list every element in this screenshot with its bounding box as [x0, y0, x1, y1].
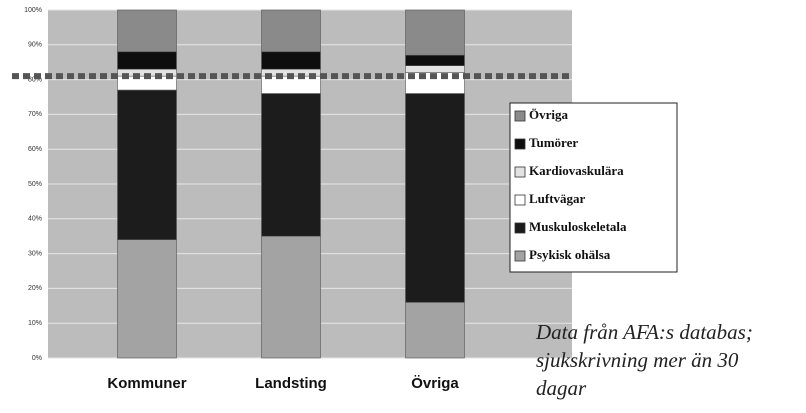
annotation: sjukskrivning mer än 30	[536, 348, 739, 372]
y-tick-label: 90%	[28, 42, 42, 49]
legend-swatch	[514, 110, 526, 122]
x-tick-label: Kommuner	[107, 375, 186, 392]
legend-label: Kardiovaskulära	[529, 163, 624, 178]
bar-segment	[117, 239, 177, 359]
y-tick-label: 0%	[32, 355, 42, 362]
y-tick-label: 30%	[28, 250, 42, 257]
y-tick-label: 20%	[28, 285, 42, 292]
legend-label: Psykisk ohälsa	[529, 247, 611, 262]
bar-segment	[405, 302, 465, 359]
bar-segment	[405, 9, 465, 56]
legend-label: Luftvägar	[529, 191, 586, 206]
y-tick-label: 50%	[28, 181, 42, 188]
y-tick-label: 80%	[28, 76, 42, 83]
legend-box	[509, 102, 678, 273]
bar-segment	[117, 89, 177, 240]
legend-swatch	[514, 194, 526, 206]
bar-segment	[405, 65, 465, 73]
legend-swatch	[514, 250, 526, 262]
bar-segment	[405, 93, 465, 303]
y-tick-label: 100%	[24, 7, 42, 14]
bar-segment	[261, 235, 321, 359]
bar-segment	[261, 9, 321, 53]
x-tick-label: Övriga	[411, 375, 459, 392]
y-tick-label: 40%	[28, 216, 42, 223]
legend-label: Tumörer	[529, 135, 578, 150]
bar-segment	[405, 54, 465, 66]
legend-swatch	[514, 166, 526, 178]
bar-segment	[261, 51, 321, 70]
y-tick-label: 60%	[28, 146, 42, 153]
bar-segment	[117, 9, 177, 53]
legend-label: Övriga	[529, 107, 568, 122]
bar-segment	[117, 51, 177, 70]
y-tick-label: 10%	[28, 320, 42, 327]
legend-swatch	[514, 138, 526, 150]
legend-label: Muskuloskeletala	[529, 219, 627, 234]
x-tick-label: Landsting	[255, 375, 327, 392]
bar-segment	[261, 93, 321, 237]
annotation: Data från AFA:s databas;	[535, 320, 753, 344]
annotation: dagar	[536, 376, 587, 400]
y-tick-label: 70%	[28, 111, 42, 118]
legend-swatch	[514, 222, 526, 234]
